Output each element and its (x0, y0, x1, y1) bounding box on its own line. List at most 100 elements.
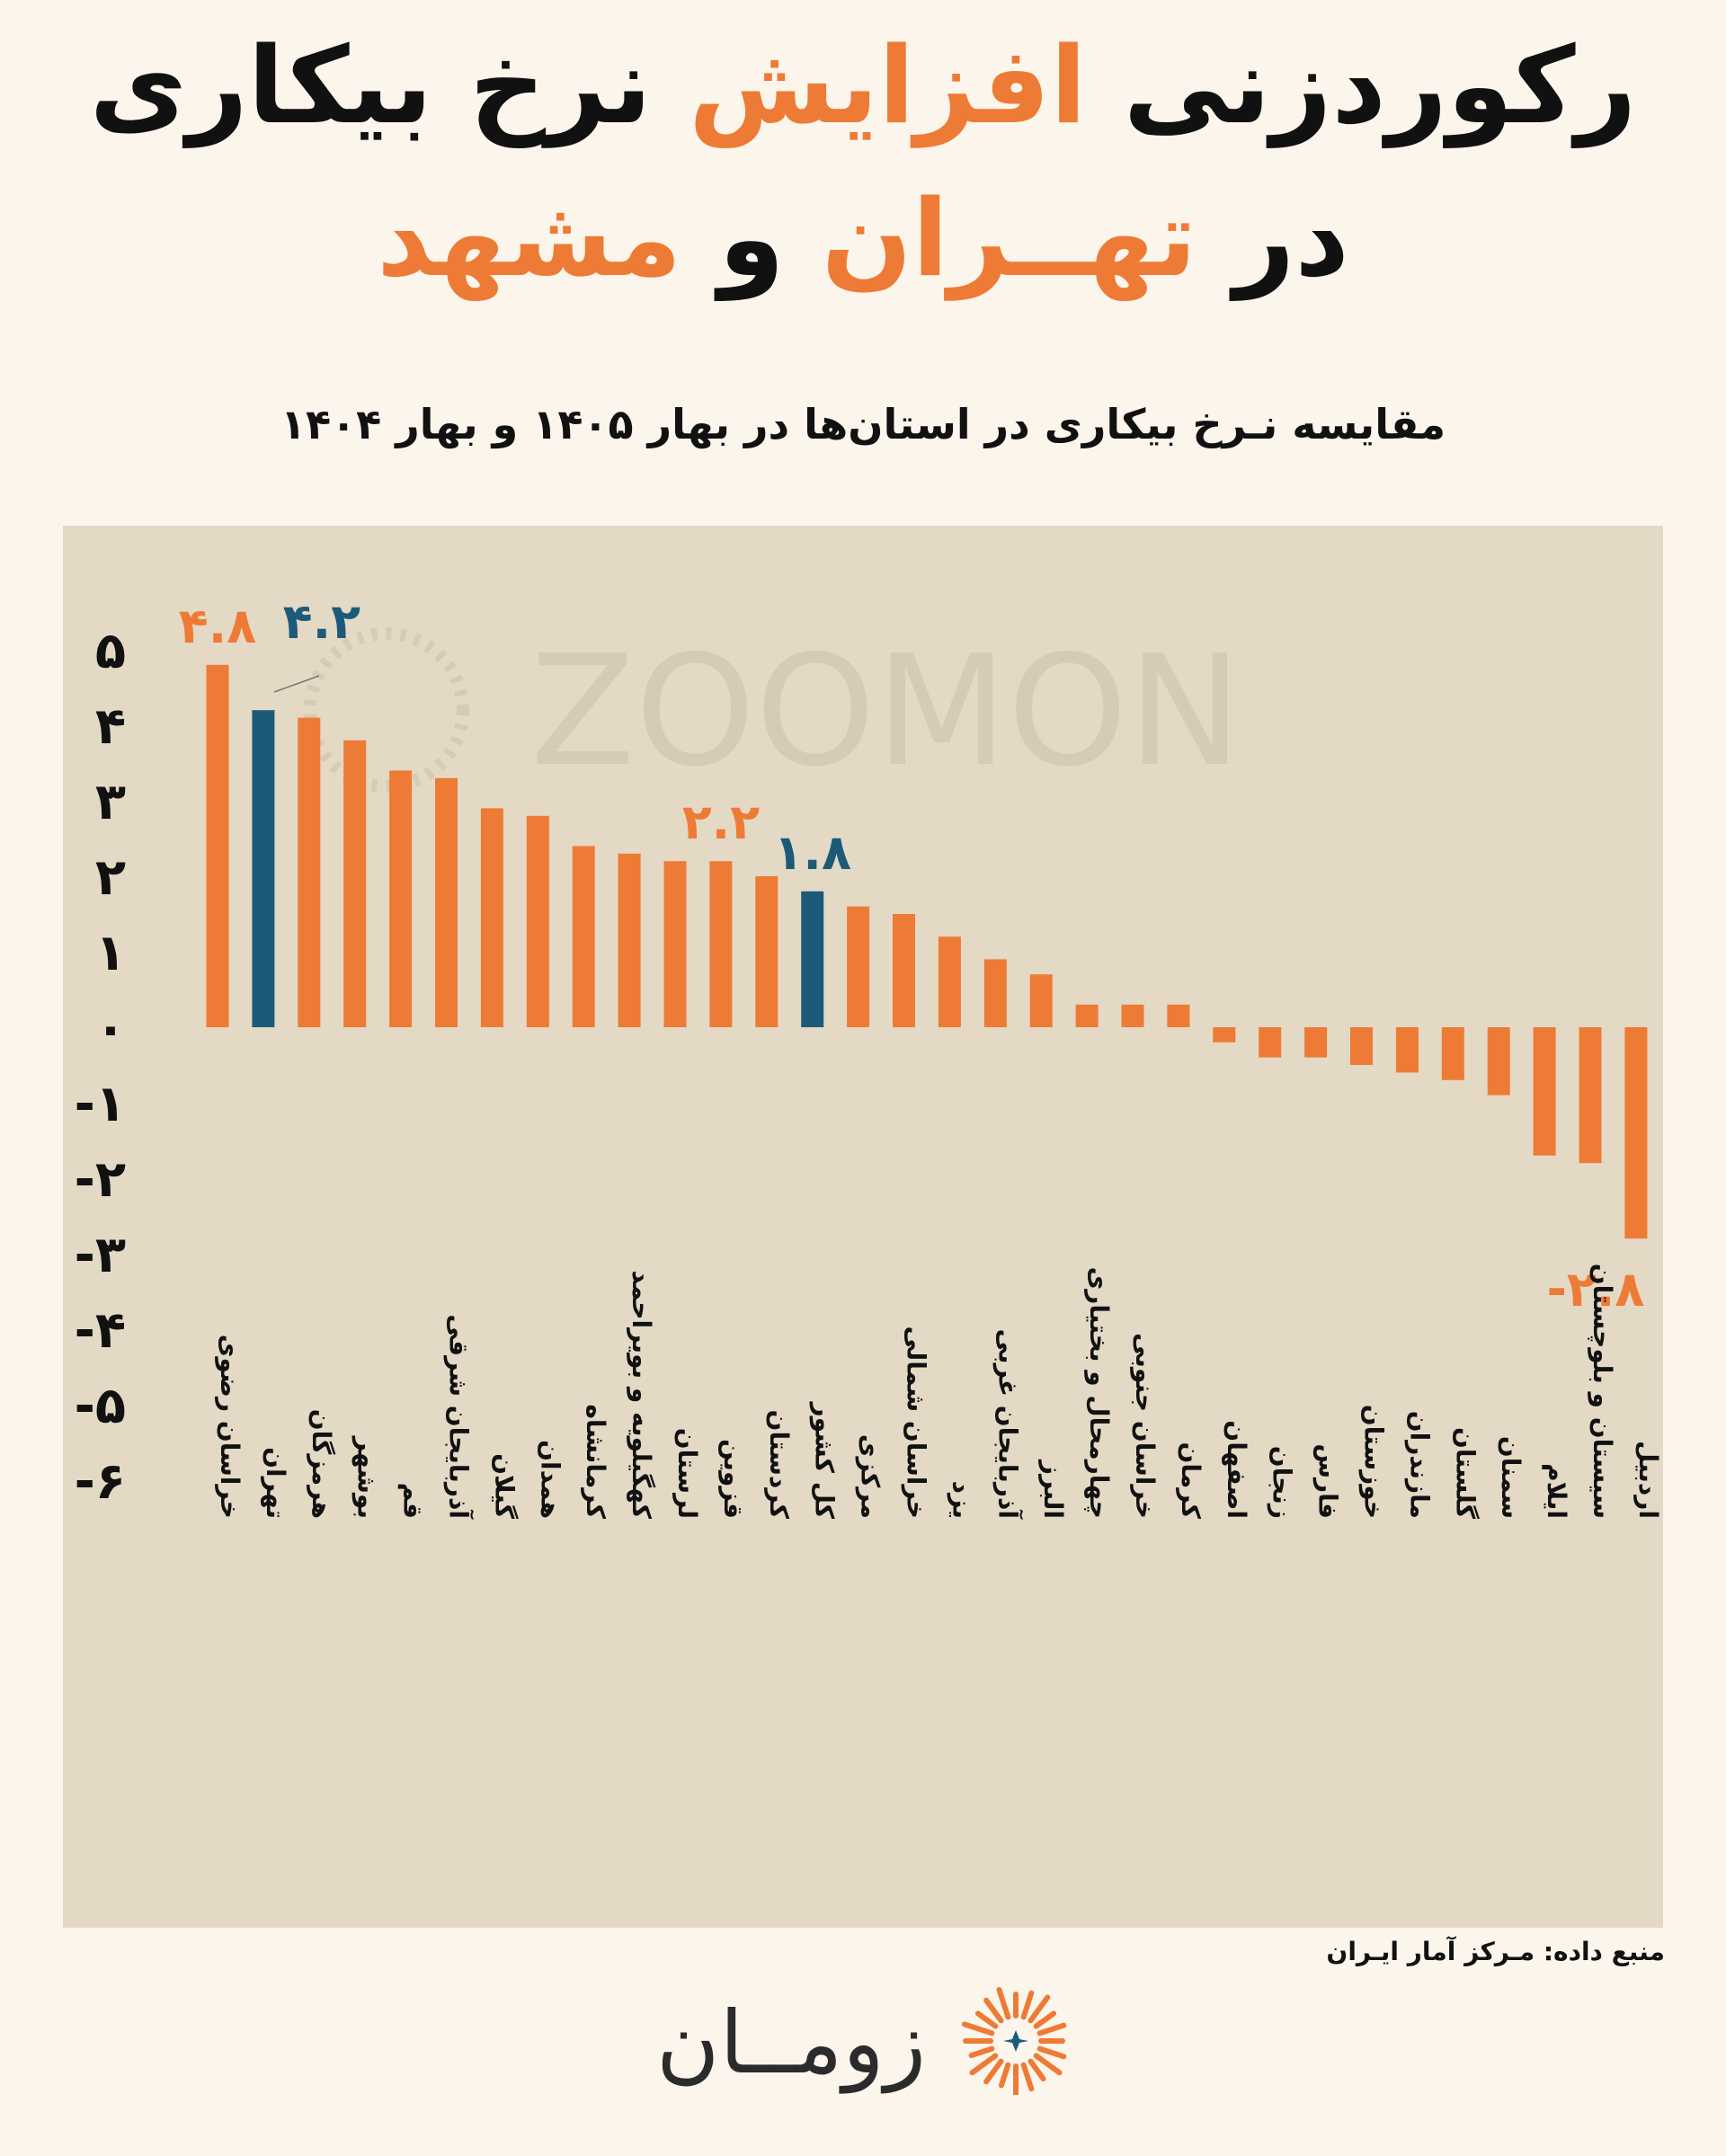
bar (480, 808, 503, 1027)
category-label: آذربایجان غربی (992, 1329, 1023, 1521)
category-label: گلستان (1450, 1427, 1480, 1520)
bar (1487, 1027, 1510, 1096)
category-label: گیلان (489, 1453, 519, 1520)
category-label: خراسان جنوبی (1130, 1333, 1160, 1519)
y-tick-label: ۲ (95, 848, 126, 907)
data-label: -۲.۸ (1546, 1261, 1644, 1318)
bar (435, 777, 458, 1027)
y-tick-label: -۶ (75, 1452, 126, 1511)
logo-sun-icon (962, 1987, 1067, 2095)
category-label: چهارمحال و بختیاری (1084, 1267, 1114, 1519)
bar (343, 740, 367, 1027)
bar (526, 815, 549, 1027)
bar (389, 770, 413, 1027)
category-label: ایلام (1542, 1463, 1571, 1519)
y-tick-label: -۱ (75, 1075, 126, 1133)
y-tick-label: ۰ (95, 999, 126, 1058)
title-word-in: در (1233, 176, 1349, 300)
category-label: قم (398, 1483, 428, 1519)
plot-background (63, 526, 1663, 1928)
category-label: آذربایجان شرقی (444, 1314, 475, 1520)
bar (1304, 1027, 1328, 1058)
category-label: اصفهان (1222, 1420, 1251, 1519)
category-label: کهگیلویه و بویراحمد (627, 1270, 656, 1519)
y-tick-label: -۵ (75, 1377, 126, 1435)
bar (983, 959, 1007, 1027)
data-label: ۲.۲ (682, 794, 760, 850)
bar (1624, 1027, 1648, 1239)
y-tick-label: ۵ (95, 622, 126, 680)
category-label: کردستان (764, 1410, 794, 1520)
category-label: کرمان (1176, 1442, 1206, 1520)
data-source: منبع داده: مـرکز آمار ایـران (1326, 1937, 1665, 1966)
category-label: کل کشور (810, 1401, 840, 1520)
category-label: همدان (535, 1440, 565, 1519)
y-tick-label: ۱ (95, 924, 126, 982)
bar (755, 876, 778, 1027)
title-word-records: رکوردزنی (1123, 23, 1637, 147)
bar (1350, 1027, 1373, 1065)
bar (663, 861, 687, 1027)
category-label: قزوین (718, 1439, 748, 1519)
category-label: مرکزی (856, 1434, 885, 1519)
bar (206, 664, 229, 1027)
category-label: خوزستان (1359, 1405, 1389, 1519)
category-label: فارس (1313, 1443, 1343, 1519)
bar (298, 717, 321, 1027)
title-word-tehran: تهــران (821, 176, 1197, 300)
y-tick-label: ۴ (95, 697, 126, 756)
bar (1441, 1027, 1464, 1080)
title-line-1: رکوردزنی افزایش نرخ بیکاری (0, 18, 1726, 153)
bar (572, 846, 595, 1027)
category-label: سیستان و بلوچستان (1588, 1264, 1617, 1519)
y-tick-label: -۳ (75, 1226, 126, 1284)
category-label: خراسان شمالی (902, 1326, 931, 1519)
y-tick-label: ۳ (95, 773, 126, 831)
watermark: ZOOMON (304, 623, 1242, 801)
bar (1579, 1027, 1602, 1164)
bar (1167, 1004, 1190, 1027)
category-label: بوشهر (352, 1434, 382, 1519)
title-word-increase: افزایش (689, 23, 1087, 147)
bar (1533, 1027, 1556, 1156)
y-axis: ۵ ۴ ۳ ۲ ۱ ۰ -۱ -۲ -۳ -۴ -۵ -۶ (75, 622, 126, 1511)
category-label: هرمزگان (307, 1409, 336, 1519)
data-label: ۱.۸ (773, 824, 850, 881)
category-label: خراسان رضوی (215, 1335, 245, 1519)
watermark-text: ZOOMON (530, 623, 1242, 801)
category-label: تهران (261, 1447, 290, 1519)
bar (1259, 1027, 1282, 1058)
bar (1395, 1027, 1419, 1073)
category-label: اردبیل (1633, 1441, 1663, 1519)
bar (1075, 1004, 1099, 1027)
category-label: لرستان (672, 1428, 702, 1519)
category-labels: خراسان رضوی تهران هرمزگان بوشهر قم آذربایجان … (215, 1264, 1663, 1521)
y-tick-label: -۲ (75, 1150, 126, 1209)
category-label: البرز (1038, 1459, 1068, 1519)
bar (801, 891, 824, 1027)
category-label: سمنان (1496, 1436, 1526, 1519)
logo-text: زومــان (656, 1992, 927, 2093)
bar (1121, 1004, 1144, 1027)
category-label: کرمانشاه (581, 1404, 610, 1519)
bar (252, 710, 275, 1027)
data-labels: ۴.۸ ۴.۲ ۲.۲۱.۸ -۲.۸ (179, 593, 1645, 1318)
label-leader-line (273, 675, 320, 693)
title-word-unemployment-rate: نرخ بیکاری (89, 23, 652, 147)
logo: زومــان (656, 1982, 1070, 2107)
watermark-sun-icon (304, 627, 469, 793)
bar (1213, 1027, 1236, 1043)
title-line-2: در تهــران و مشهد (0, 171, 1726, 306)
category-label: مازندران (1404, 1411, 1434, 1519)
category-label: زنجان (1268, 1446, 1297, 1519)
bar (1029, 974, 1053, 1027)
chart-subtitle: مقایسه نـرخ بیکاری در استان‌ها در بهار ۱… (280, 400, 1446, 448)
data-label: ۴.۲ (283, 593, 360, 650)
data-label: ۴.۸ (179, 598, 256, 654)
category-label: یزد (947, 1481, 976, 1519)
bar (893, 914, 915, 1027)
bar (847, 906, 870, 1027)
bar (618, 853, 641, 1027)
bar (709, 861, 733, 1027)
